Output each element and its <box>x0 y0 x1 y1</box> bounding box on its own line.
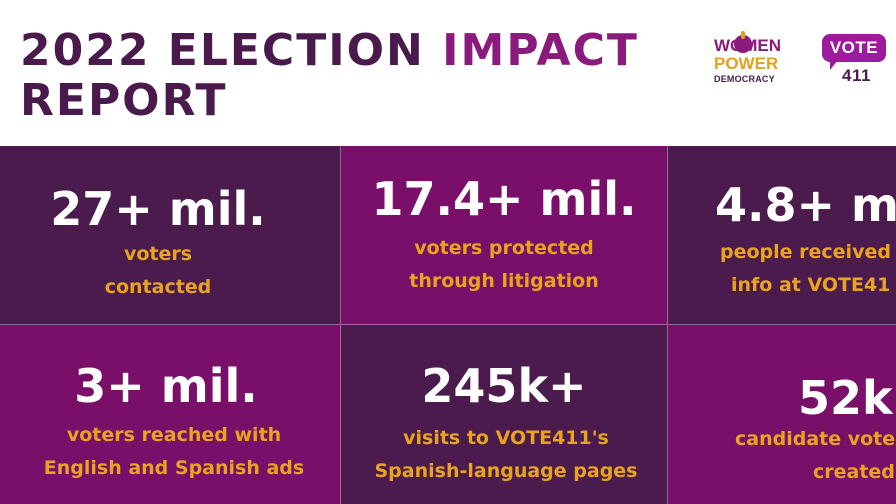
stat-value: 4.8+ m <box>715 178 896 232</box>
title-accent: IMPACT <box>442 25 639 76</box>
stat-description-line2: through litigation <box>409 270 599 292</box>
stat-description-line1: voters <box>123 243 193 265</box>
stat-description-line2: info at VOTE41 <box>731 274 891 296</box>
stat-card-candidate-guides: 52k+ candidate voter created <box>668 325 896 504</box>
stat-description-line1: voters protected <box>414 237 594 259</box>
stat-description-line2: contacted <box>104 276 212 298</box>
stats-grid: 27+ mil. voters contacted 17.4+ mil. vot… <box>0 146 896 504</box>
stat-card-ads-reach: 3+ mil. voters reached with English and … <box>0 325 341 504</box>
report-header: 2022 ELECTION IMPACT REPORT WOMEN POWER … <box>0 0 896 146</box>
stat-card-voters-protected: 17.4+ mil. voters protected through liti… <box>341 146 668 325</box>
vote411-logo: VOTE 411 <box>822 34 890 90</box>
stat-card-voters-contacted: 27+ mil. voters contacted <box>0 146 341 325</box>
stat-description-line1: people received v <box>720 241 896 263</box>
title-line2: REPORT <box>20 75 228 126</box>
stat-description-line2: English and Spanish ads <box>43 457 305 479</box>
stat-description-line1: voters reached with <box>66 424 282 446</box>
raised-fist-icon <box>734 31 752 53</box>
speech-bubble-tail-icon <box>830 60 838 70</box>
vote411-speech-bubble: VOTE <box>822 34 886 62</box>
stat-description-line1: visits to VOTE411's <box>403 427 609 449</box>
women-power-democracy-logo: WOMEN POWER DEMOCRACY <box>712 30 804 88</box>
stat-value: 3+ mil. <box>74 359 258 413</box>
stat-description-line2: Spanish-language pages <box>374 460 638 482</box>
page-title: 2022 ELECTION IMPACT REPORT <box>20 26 639 126</box>
stat-card-spanish-pages: 245k+ visits to VOTE411's Spanish-langua… <box>341 325 668 504</box>
stat-description-line2: created <box>813 461 895 483</box>
stat-value: 27+ mil. <box>50 182 266 236</box>
stat-value: 52k+ <box>798 371 896 425</box>
logo-women-text: WOMEN <box>714 36 782 55</box>
logo-power-text: POWER <box>714 54 779 73</box>
stat-description-line1: candidate voter <box>735 428 896 450</box>
stat-value: 245k+ <box>421 359 587 413</box>
stat-card-vote411-info: 4.8+ m people received v info at VOTE41 <box>668 146 896 325</box>
stat-value: 17.4+ mil. <box>371 172 637 226</box>
logo-democracy-text: DEMOCRACY <box>714 74 775 84</box>
title-part1: 2022 ELECTION <box>20 25 443 76</box>
vote411-number: 411 <box>842 66 871 85</box>
